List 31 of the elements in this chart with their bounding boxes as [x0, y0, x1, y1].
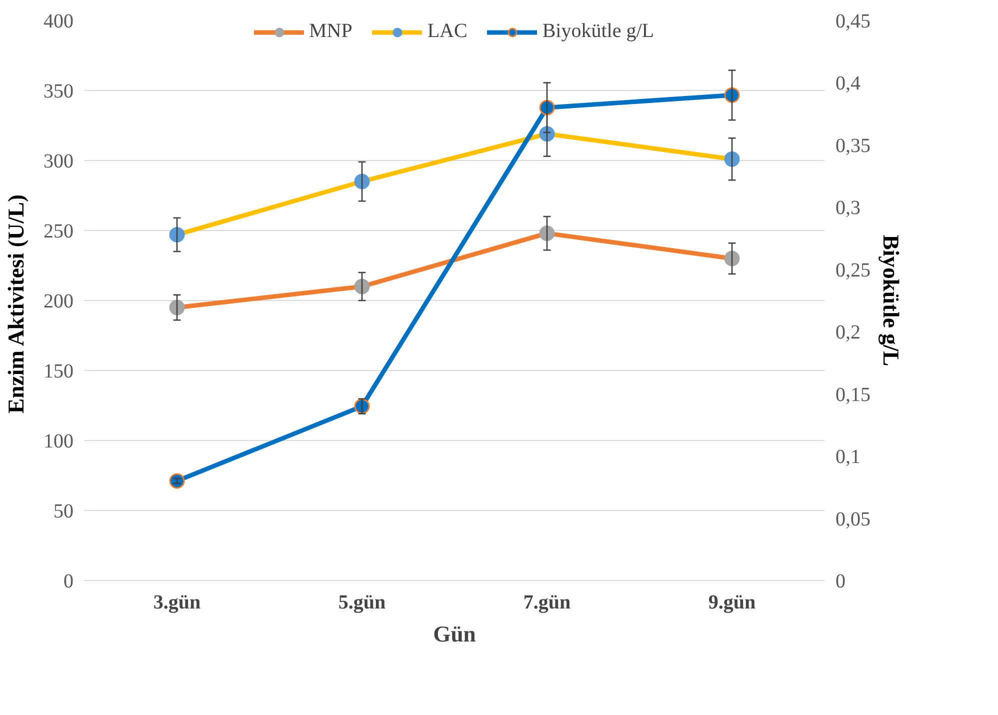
y2-tick-label: 0: [836, 570, 846, 592]
y2-tick-label: 0,25: [836, 259, 870, 282]
y-tick-label: 50: [54, 500, 74, 522]
x-tick-label: 9.gün: [708, 592, 756, 614]
legend-label: LAC: [427, 20, 468, 43]
y2-tick-label: 0,2: [836, 322, 860, 344]
y-tick-label: 250: [44, 220, 74, 242]
x-tick-label: 5.gün: [338, 592, 386, 614]
legend-label: Biyokütle g/L: [542, 20, 654, 43]
point: [724, 87, 740, 103]
y-tick-label: 350: [44, 80, 74, 102]
y-tick-label: 0: [64, 570, 74, 592]
point: [539, 100, 555, 116]
y-tick-label: 200: [44, 290, 74, 312]
y-tick-label: 150: [44, 360, 74, 382]
y2-tick-label: 0,05: [836, 508, 870, 530]
y2-tick-label: 0,45: [836, 10, 870, 32]
x-axis-title: Gün: [433, 622, 476, 646]
y2-tick-label: 0,3: [836, 197, 860, 220]
x-tick-label: 3.gün: [153, 592, 201, 614]
y-tick-label: 100: [44, 430, 74, 452]
y-axis-title: Enzim Aktivitesi (U/L): [4, 194, 28, 414]
y-tick-label: 300: [44, 150, 74, 172]
y2-tick-label: 0,4: [836, 72, 860, 95]
y2-tick-label: 0,1: [836, 446, 860, 468]
y2-axis-title: Biyokütle g/L: [878, 234, 904, 366]
y2-tick-label: 0,15: [836, 384, 870, 406]
legend-label: MNP: [308, 20, 352, 43]
y2-tick-label: 0,35: [836, 134, 870, 157]
y-tick-label: 400: [44, 10, 74, 32]
x-tick-label: 7.gün: [523, 592, 571, 614]
